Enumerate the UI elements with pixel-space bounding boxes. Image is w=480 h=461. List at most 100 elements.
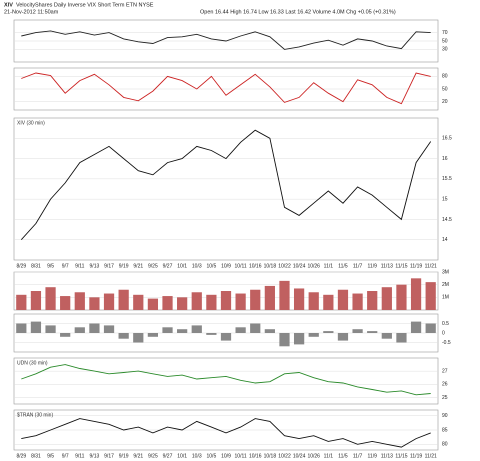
bar [45, 325, 56, 333]
x-tick-label: 10/3 [192, 453, 202, 459]
y-tick-label: 0 [442, 330, 445, 336]
y-tick-label: 26 [442, 382, 448, 388]
bar [381, 287, 392, 310]
x-tick-label: 11/5 [338, 453, 348, 459]
bar [323, 331, 334, 333]
x-tick-label: 10/22 [278, 453, 291, 459]
y-tick-label: 50 [442, 86, 448, 92]
bar [30, 321, 42, 333]
bar [381, 333, 392, 339]
bar [293, 288, 305, 310]
x-tick-label: 9/25 [148, 263, 158, 269]
bar [367, 291, 378, 310]
x-tick-label: 11/19 [410, 453, 422, 459]
symbol: XIV [4, 2, 13, 8]
y-tick-label: 1M [442, 295, 449, 301]
x-tick-label: 8/31 [31, 453, 41, 459]
x-tick-label: 9/7 [62, 453, 69, 459]
x-tick-label: 11/21 [425, 263, 437, 269]
x-tick-label: 10/11 [235, 263, 247, 269]
x-tick-label: 11/21 [425, 453, 437, 459]
x-tick-label: 10/18 [264, 263, 277, 269]
bar [264, 285, 275, 310]
bar [16, 294, 27, 310]
x-tick-label: 8/29 [16, 453, 26, 459]
y-tick-label: 20 [442, 99, 448, 105]
bar [250, 289, 261, 310]
y-tick-label: 14.5 [442, 217, 452, 223]
bar [191, 325, 202, 333]
bar [133, 294, 144, 310]
y-tick-label: 16.5 [442, 136, 452, 142]
bar [74, 292, 85, 310]
x-tick-label: 8/31 [31, 263, 41, 269]
y-tick-label: 0.5 [442, 321, 449, 327]
bar [30, 291, 42, 310]
x-tick-label: 9/17 [104, 263, 114, 269]
x-tick-label: 10/1 [177, 453, 187, 459]
series-line [20, 129, 432, 241]
x-tick-label: 9/13 [90, 453, 100, 459]
x-tick-label: 11/9 [368, 263, 378, 269]
bar [206, 333, 217, 335]
bar [425, 282, 436, 310]
x-tick-label: 10/11 [235, 453, 247, 459]
x-tick-label: 10/26 [307, 263, 320, 269]
x-tick-label: 9/19 [119, 453, 129, 459]
y-tick-label: 2M [442, 282, 449, 288]
bar [74, 327, 85, 333]
x-tick-label: 8/29 [16, 263, 26, 269]
x-tick-label: 10/22 [278, 263, 291, 269]
x-tick-label: 9/5 [47, 453, 54, 459]
y-tick-label: 14 [442, 237, 448, 243]
bar [396, 333, 407, 343]
x-tick-label: 9/17 [104, 453, 114, 459]
bar [220, 291, 232, 310]
x-tick-label: 11/9 [368, 453, 378, 459]
y-tick-label: 15 [442, 196, 448, 202]
bar [396, 284, 407, 310]
series-line [21, 364, 431, 396]
bar [279, 333, 290, 347]
panel-frame [13, 357, 439, 405]
x-tick-label: 9/27 [163, 263, 173, 269]
bar [147, 333, 159, 337]
bar [337, 289, 349, 310]
date: 21-Nov-2012 11:50am [4, 9, 59, 15]
x-tick-label: 11/15 [395, 263, 407, 269]
x-tick-label: 11/19 [410, 263, 422, 269]
panel-frame [13, 117, 439, 261]
x-tick-label: 9/11 [75, 263, 85, 269]
bar [337, 333, 349, 341]
bar [89, 323, 100, 333]
x-tick-label: 10/5 [207, 453, 217, 459]
bar [235, 327, 246, 333]
y-tick-label: 3M [442, 269, 449, 275]
bar [89, 297, 100, 310]
y-tick-label: 80 [442, 442, 448, 448]
bar [103, 325, 115, 333]
x-tick-label: 11/13 [381, 263, 393, 269]
x-tick-label: 11/13 [381, 453, 393, 459]
panel-title: UDN (30 min) [17, 360, 48, 366]
quote: Open 16.44 High 16.74 Low 16.33 Last 16.… [200, 9, 396, 15]
bar [45, 287, 56, 310]
bar [410, 321, 422, 333]
bar [323, 294, 334, 310]
bar [191, 292, 202, 310]
bar [279, 280, 290, 310]
x-tick-label: 9/25 [148, 453, 158, 459]
bar [308, 333, 319, 337]
y-tick-label: 30 [442, 47, 448, 53]
bar [162, 296, 173, 310]
x-tick-label: 10/24 [293, 263, 306, 269]
bar [147, 298, 159, 310]
y-tick-label: 50 [442, 38, 448, 44]
bar [16, 323, 27, 333]
x-tick-label: 10/16 [249, 263, 262, 269]
x-tick-label: 9/7 [62, 263, 69, 269]
bar [206, 294, 217, 310]
x-tick-label: 11/7 [353, 453, 363, 459]
bar [264, 329, 275, 333]
bar [352, 293, 363, 310]
